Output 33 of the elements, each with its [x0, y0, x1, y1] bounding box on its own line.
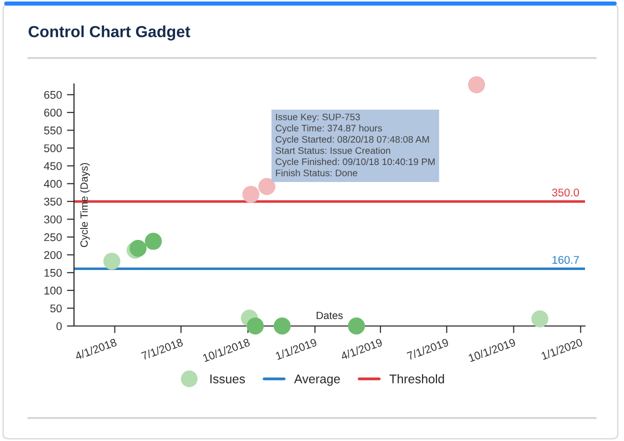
- y-tick-label: 0: [56, 322, 62, 330]
- y-tick-label: 100: [44, 286, 62, 295]
- y-tick-label: 500: [44, 144, 62, 152]
- y-tick-label: 350: [44, 198, 62, 206]
- legend-label: Threshold: [389, 374, 444, 384]
- y-tick-label: 150: [44, 268, 62, 277]
- y-tick-label: 400: [44, 180, 62, 188]
- annotation: Issue Key: SUP-753 Cycle Time: 374.87 hours Cycle Started: 08/20/18 07:48:08 AM Start Status: Issue Creation Cycle Finished: 09/10/18 10:40:19 PM Finish Status: Done: [276, 114, 435, 176]
- point: [130, 240, 147, 257]
- point: [258, 178, 276, 195]
- y-axis-title: Cycle Time (Days): [80, 163, 90, 248]
- y-tick-label: 250: [44, 233, 62, 242]
- y-tick-label: 550: [44, 126, 62, 134]
- legend-label: Average: [294, 374, 340, 386]
- point: [468, 76, 486, 94]
- y-tick-label: 300: [44, 216, 62, 224]
- point: [274, 317, 291, 335]
- point: [144, 232, 162, 250]
- point: [531, 310, 548, 328]
- y-tick-label: 50: [50, 304, 62, 312]
- annotation: 160.7: [552, 256, 579, 264]
- legend-label: Issues: [210, 374, 245, 384]
- point: [242, 186, 260, 203]
- y-tick-label: 200: [44, 251, 62, 259]
- x-axis-title: Dates: [316, 312, 343, 320]
- y-tick-label: 450: [44, 162, 62, 170]
- annotation: 350.0: [552, 188, 580, 196]
- y-tick-label: 600: [44, 108, 62, 117]
- point: [103, 252, 120, 270]
- point: [246, 317, 264, 335]
- chart-title: Control Chart Gadget: [28, 26, 190, 40]
- y-tick-label: 650: [44, 90, 62, 99]
- point: [348, 317, 365, 335]
